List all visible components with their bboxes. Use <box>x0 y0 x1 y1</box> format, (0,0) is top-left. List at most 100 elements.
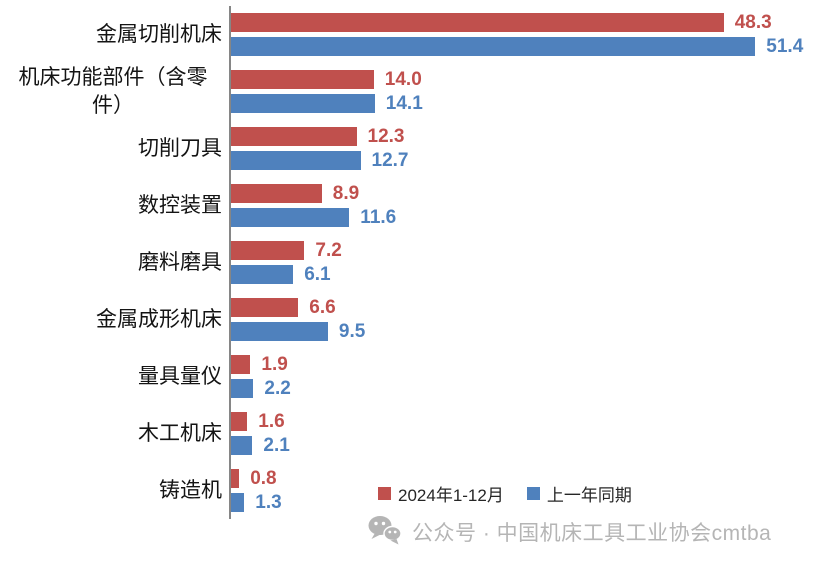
bar-line: 2.1 <box>231 434 834 456</box>
bar-group: 14.0 14.1 <box>229 63 834 120</box>
bar-value-prev-year: 2.1 <box>263 434 290 456</box>
bar-value-2024: 8.9 <box>332 182 360 204</box>
chart-row: 量具量仪 1.9 2.2 <box>0 348 834 405</box>
bar-prev-year <box>231 208 350 227</box>
bar-line: 0.8 <box>231 467 834 489</box>
bar-prev-year <box>231 436 253 455</box>
watermark-text: 公众号 · 中国机床工具工业协会cmtba <box>412 521 772 545</box>
bar-value-prev-year: 9.5 <box>338 320 366 342</box>
bar-group: 8.9 11.6 <box>229 177 834 234</box>
category-label: 量具量仪 <box>138 364 222 388</box>
category-label: 切削刀具 <box>138 136 222 160</box>
bar-group: 6.6 9.5 <box>229 291 834 348</box>
bar-value-2024: 1.6 <box>258 410 285 432</box>
chart-row: 机床功能部件（含零件） 14.0 14.1 <box>0 63 834 120</box>
category-cell: 金属切削机床 <box>0 6 229 63</box>
bar-value-2024: 48.3 <box>734 11 772 33</box>
bar-prev-year <box>231 151 361 170</box>
bar-line: 2.2 <box>231 377 834 399</box>
bar-2024 <box>231 184 322 203</box>
bar-prev-year <box>231 379 254 398</box>
chart-legend: 2024年1-12月 上一年同期 <box>378 481 632 506</box>
category-cell: 量具量仪 <box>0 348 229 405</box>
bar-line: 1.9 <box>231 353 834 375</box>
bar-line: 14.0 <box>231 68 834 90</box>
bar-line: 8.9 <box>231 182 834 204</box>
bar-value-2024: 6.6 <box>309 296 336 318</box>
chart-row: 金属切削机床 48.3 51.4 <box>0 6 834 63</box>
chart-row: 数控装置 8.9 11.6 <box>0 177 834 234</box>
legend-label-2024: 2024年1-12月 <box>398 486 504 505</box>
bar-line: 12.7 <box>231 149 834 171</box>
bar-group: 0.8 1.3 <box>229 462 834 519</box>
bar-line: 6.6 <box>231 296 834 318</box>
category-cell: 数控装置 <box>0 177 229 234</box>
category-label: 机床功能部件（含零件） <box>18 65 208 117</box>
bar-line: 7.2 <box>231 239 834 261</box>
bar-line: 9.5 <box>231 320 834 342</box>
bar-prev-year <box>231 493 245 512</box>
bar-prev-year <box>231 94 375 113</box>
bar-value-2024: 1.9 <box>261 353 288 375</box>
bar-value-2024: 7.2 <box>315 239 342 261</box>
bar-value-prev-year: 6.1 <box>304 263 331 285</box>
bar-group: 48.3 51.4 <box>229 6 834 63</box>
legend-swatch-prev-year <box>526 487 540 500</box>
bar-2024 <box>231 70 374 89</box>
bar-prev-year <box>231 322 328 341</box>
bar-2024 <box>231 13 724 32</box>
bar-value-prev-year: 2.2 <box>264 377 291 399</box>
legend-swatch-2024 <box>378 487 391 500</box>
bar-2024 <box>231 298 299 317</box>
bar-value-prev-year: 14.1 <box>385 92 423 114</box>
bar-group: 1.9 2.2 <box>229 348 834 405</box>
bar-2024 <box>231 469 240 488</box>
bar-chart-plot: 金属切削机床 48.3 51.4 机床功能部件（含零件） 14 <box>0 6 834 519</box>
bar-value-prev-year: 1.3 <box>255 491 282 513</box>
category-label: 木工机床 <box>138 421 222 445</box>
bar-value-2024: 0.8 <box>250 467 277 489</box>
bar-group: 7.2 6.1 <box>229 234 834 291</box>
bar-value-prev-year: 51.4 <box>766 35 804 57</box>
category-label: 数控装置 <box>138 193 222 217</box>
bar-2024 <box>231 412 248 431</box>
bar-line: 48.3 <box>231 11 834 33</box>
bar-line: 1.6 <box>231 410 834 432</box>
category-label: 金属切削机床 <box>96 22 222 46</box>
bar-2024 <box>231 355 251 374</box>
category-cell: 磨料磨具 <box>0 234 229 291</box>
bar-prev-year <box>231 265 294 284</box>
bar-value-2024: 12.3 <box>367 125 405 147</box>
category-label: 磨料磨具 <box>138 250 222 274</box>
legend-item-prev-year: 上一年同期 <box>526 481 632 506</box>
bar-value-prev-year: 11.6 <box>360 206 397 228</box>
category-cell: 机床功能部件（含零件） <box>0 63 229 120</box>
chart-row: 磨料磨具 7.2 6.1 <box>0 234 834 291</box>
legend-item-2024: 2024年1-12月 <box>378 481 504 506</box>
category-label: 金属成形机床 <box>96 307 222 331</box>
bar-value-2024: 14.0 <box>384 68 422 90</box>
bar-group: 12.3 12.7 <box>229 120 834 177</box>
bar-line: 6.1 <box>231 263 834 285</box>
bar-line: 11.6 <box>231 206 834 228</box>
bar-line: 51.4 <box>231 35 834 57</box>
watermark-footer: 公众号 · 中国机床工具工业协会cmtba <box>366 515 771 548</box>
bar-prev-year <box>231 37 756 56</box>
wechat-icon <box>366 515 403 548</box>
bar-2024 <box>231 241 305 260</box>
bar-group: 1.6 2.1 <box>229 405 834 462</box>
bar-2024 <box>231 127 357 146</box>
chart-row: 铸造机 0.8 1.3 <box>0 462 834 519</box>
legend-label-prev-year: 上一年同期 <box>546 486 632 505</box>
bar-line: 14.1 <box>231 92 834 114</box>
bar-value-prev-year: 12.7 <box>371 149 409 171</box>
category-cell: 木工机床 <box>0 405 229 462</box>
chart-row: 木工机床 1.6 2.1 <box>0 405 834 462</box>
category-label: 铸造机 <box>159 478 222 502</box>
chart-row: 金属成形机床 6.6 9.5 <box>0 291 834 348</box>
bar-line: 12.3 <box>231 125 834 147</box>
category-cell: 铸造机 <box>0 462 229 519</box>
chart-row: 切削刀具 12.3 12.7 <box>0 120 834 177</box>
category-cell: 切削刀具 <box>0 120 229 177</box>
